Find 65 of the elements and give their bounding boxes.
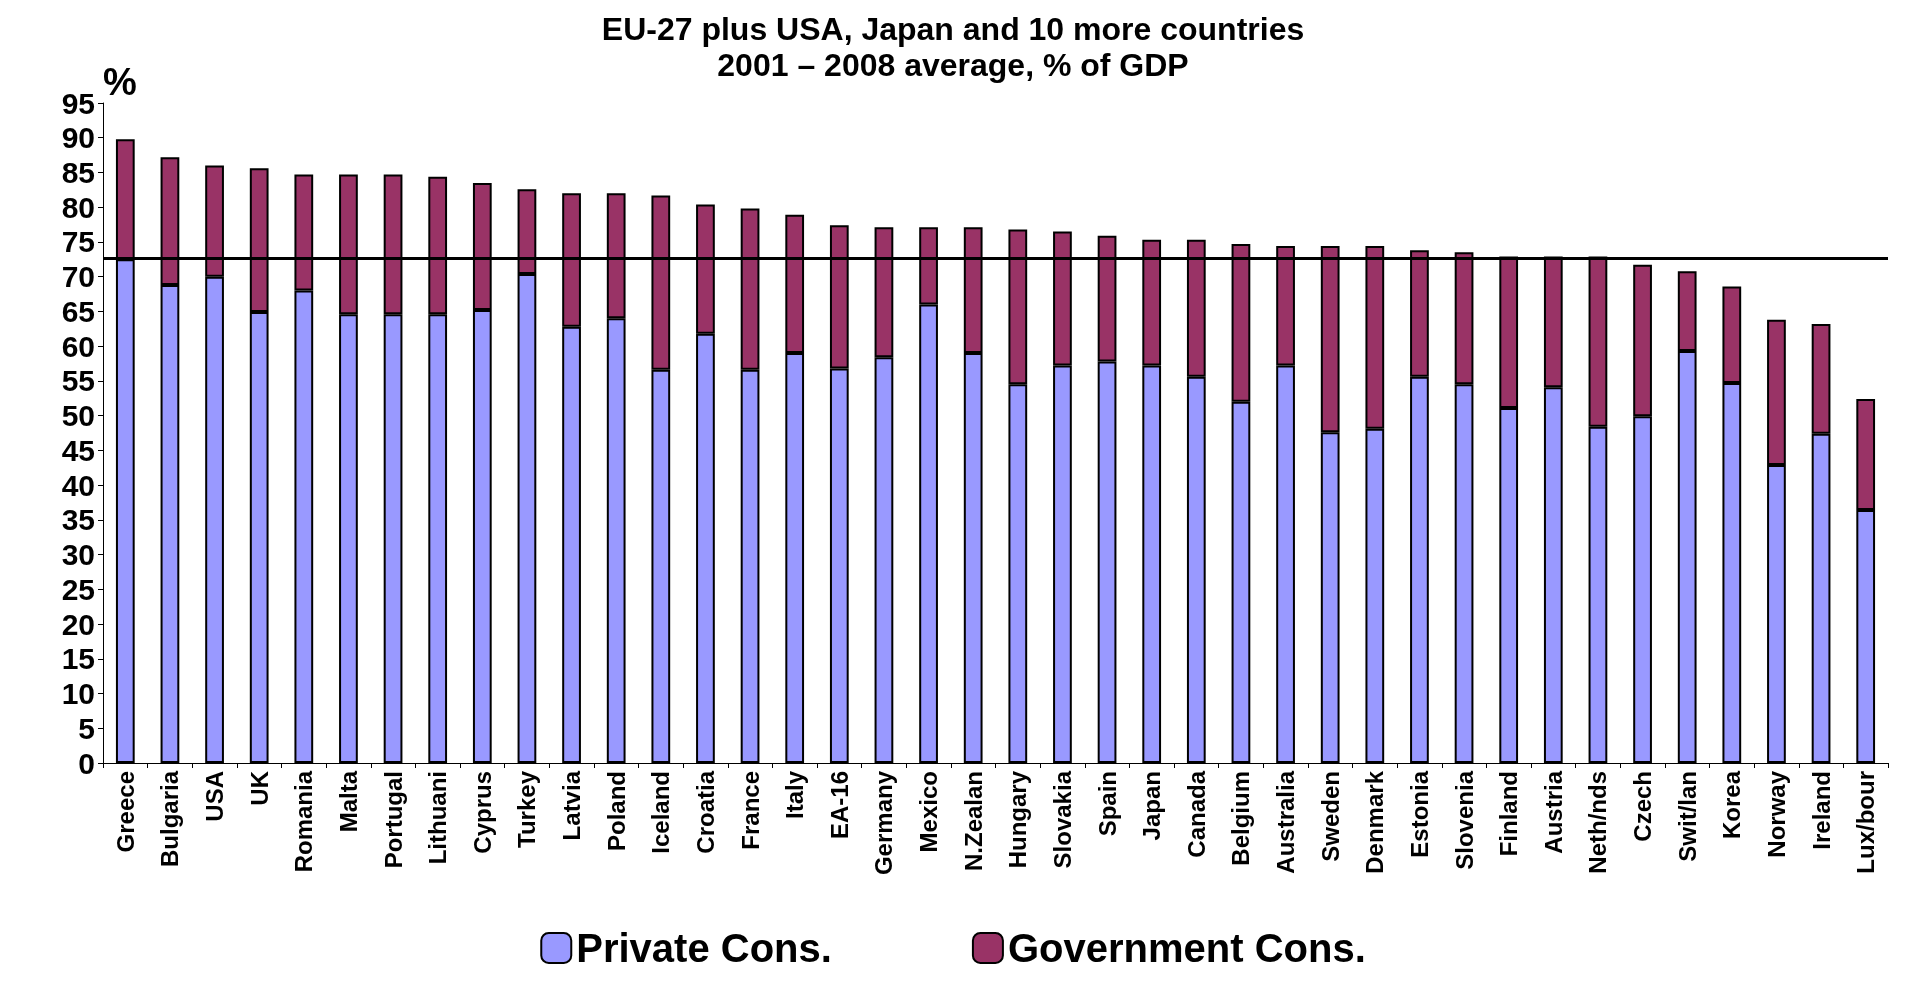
y-tick-label: 25: [61, 572, 95, 606]
x-tick-label: Australia: [1272, 770, 1300, 874]
x-tick-label: Slovakia: [1048, 770, 1076, 869]
x-tick-label: Estonia: [1405, 770, 1433, 858]
y-tick-label: 40: [61, 468, 95, 502]
y-tick-label: 75: [61, 225, 95, 259]
x-tick-label: USA: [201, 771, 229, 822]
y-tick-label: 65: [61, 294, 95, 328]
y-tick-label: 5: [78, 711, 95, 745]
y-tick-label: 0: [78, 746, 95, 780]
x-tick-label: Japan: [1138, 771, 1166, 841]
x-tick-label: Slovenia: [1450, 770, 1478, 870]
y-tick-label: 95: [61, 86, 95, 120]
x-tick-label: Lithuani: [424, 771, 452, 865]
x-tick-label: Greece: [111, 771, 139, 853]
y-tick-label: 85: [61, 155, 95, 189]
y-tick-label: 30: [61, 538, 95, 572]
x-tick-label: Latvia: [558, 770, 586, 841]
x-tick-label: Lux/bour: [1852, 771, 1880, 874]
y-tick-label: 55: [61, 364, 95, 398]
y-tick-label: 35: [61, 503, 95, 537]
legend-label: Private Cons.: [576, 926, 832, 970]
x-tick-label: Bulgaria: [156, 770, 184, 868]
y-axis-title: %: [103, 61, 137, 103]
x-tick-label: Croatia: [691, 770, 719, 854]
y-tick-label: 10: [61, 677, 95, 711]
x-tick-label: Canada: [1182, 770, 1210, 858]
x-tick-label: Korea: [1718, 770, 1746, 840]
x-tick-label: Italy: [781, 770, 809, 820]
x-tick-label: Neth/nds: [1584, 771, 1612, 874]
x-tick-label: UK: [245, 770, 273, 806]
x-tick-label: Turkey: [513, 770, 541, 848]
x-tick-label: Hungary: [1004, 770, 1032, 869]
x-tick-label: France: [736, 771, 764, 850]
x-tick-label: Finland: [1495, 771, 1523, 857]
y-tick-label: 60: [61, 329, 95, 363]
x-tick-label: Denmark: [1361, 770, 1389, 874]
x-tick-label: Norway: [1762, 770, 1790, 858]
y-tick-label: 15: [61, 642, 95, 676]
y-tick-label: 50: [61, 399, 95, 433]
y-tick-label: 20: [61, 607, 95, 641]
x-tick-label: Sweden: [1316, 771, 1344, 862]
x-tick-label: Czech: [1629, 771, 1657, 842]
x-tick-label: Romania: [290, 770, 318, 873]
y-tick-label: 70: [61, 260, 95, 294]
y-tick-label: 80: [61, 190, 95, 224]
x-tick-label: Ireland: [1807, 771, 1835, 850]
x-tick-label: Austria: [1539, 770, 1567, 854]
y-tick-label: 45: [61, 433, 95, 467]
x-tick-label: Mexico: [915, 771, 943, 853]
x-tick-label: Germany: [870, 770, 898, 876]
x-tick-label: Malta: [334, 770, 362, 833]
x-tick-label: Spain: [1093, 771, 1121, 837]
x-tick-label: EA-16: [825, 771, 853, 840]
y-tick-label: 90: [61, 121, 95, 155]
x-tick-label: N.Zealan: [959, 771, 987, 872]
x-tick-label: Cyprus: [468, 771, 496, 854]
legend-label: Government Cons.: [1007, 926, 1366, 970]
chart-subtitle: 2001 – 2008 average, % of GDP: [717, 47, 1189, 83]
x-tick-label: Poland: [602, 771, 630, 852]
chart-title: EU-27 plus USA, Japan and 10 more countries: [601, 11, 1305, 47]
x-tick-label: Belgium: [1227, 771, 1255, 866]
x-tick-label: Iceland: [647, 771, 675, 854]
x-tick-label: Swit/lan: [1673, 771, 1701, 862]
x-tick-label: Portugal: [379, 771, 407, 869]
